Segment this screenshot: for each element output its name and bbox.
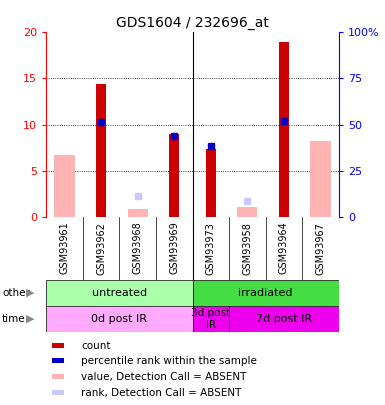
Text: GSM93964: GSM93964: [279, 222, 289, 275]
Text: 3d post
IR: 3d post IR: [191, 308, 230, 330]
Bar: [169, 134, 179, 217]
Text: other: other: [2, 288, 30, 298]
Text: GSM93958: GSM93958: [243, 222, 252, 275]
Text: percentile rank within the sample: percentile rank within the sample: [81, 356, 257, 366]
Text: GSM93968: GSM93968: [133, 222, 142, 275]
Bar: [229, 306, 339, 332]
Bar: [206, 149, 216, 217]
Bar: [237, 207, 258, 217]
Text: value, Detection Call = ABSENT: value, Detection Call = ABSENT: [81, 372, 247, 382]
Text: count: count: [81, 341, 111, 351]
Text: ▶: ▶: [26, 288, 35, 298]
Bar: [52, 374, 64, 379]
Text: time: time: [2, 314, 25, 324]
Title: GDS1604 / 232696_at: GDS1604 / 232696_at: [116, 16, 269, 30]
Bar: [52, 390, 64, 395]
Bar: [96, 84, 106, 217]
Bar: [52, 358, 64, 363]
Bar: [46, 306, 192, 332]
Bar: [310, 141, 331, 217]
Text: 7d post IR: 7d post IR: [256, 314, 312, 324]
Text: GSM93967: GSM93967: [316, 222, 325, 275]
Text: GSM93969: GSM93969: [169, 222, 179, 275]
Bar: [46, 280, 192, 306]
Text: untreated: untreated: [92, 288, 147, 298]
Bar: [54, 155, 75, 217]
Text: GSM93961: GSM93961: [60, 222, 69, 275]
Bar: [192, 280, 339, 306]
Text: 0d post IR: 0d post IR: [91, 314, 147, 324]
Text: irradiated: irradiated: [238, 288, 293, 298]
Bar: [127, 209, 148, 217]
Text: ▶: ▶: [26, 314, 35, 324]
Text: GSM93962: GSM93962: [96, 222, 106, 275]
Bar: [279, 42, 289, 217]
Bar: [52, 343, 64, 348]
Text: rank, Detection Call = ABSENT: rank, Detection Call = ABSENT: [81, 388, 242, 398]
Bar: [192, 306, 229, 332]
Text: GSM93973: GSM93973: [206, 222, 216, 275]
